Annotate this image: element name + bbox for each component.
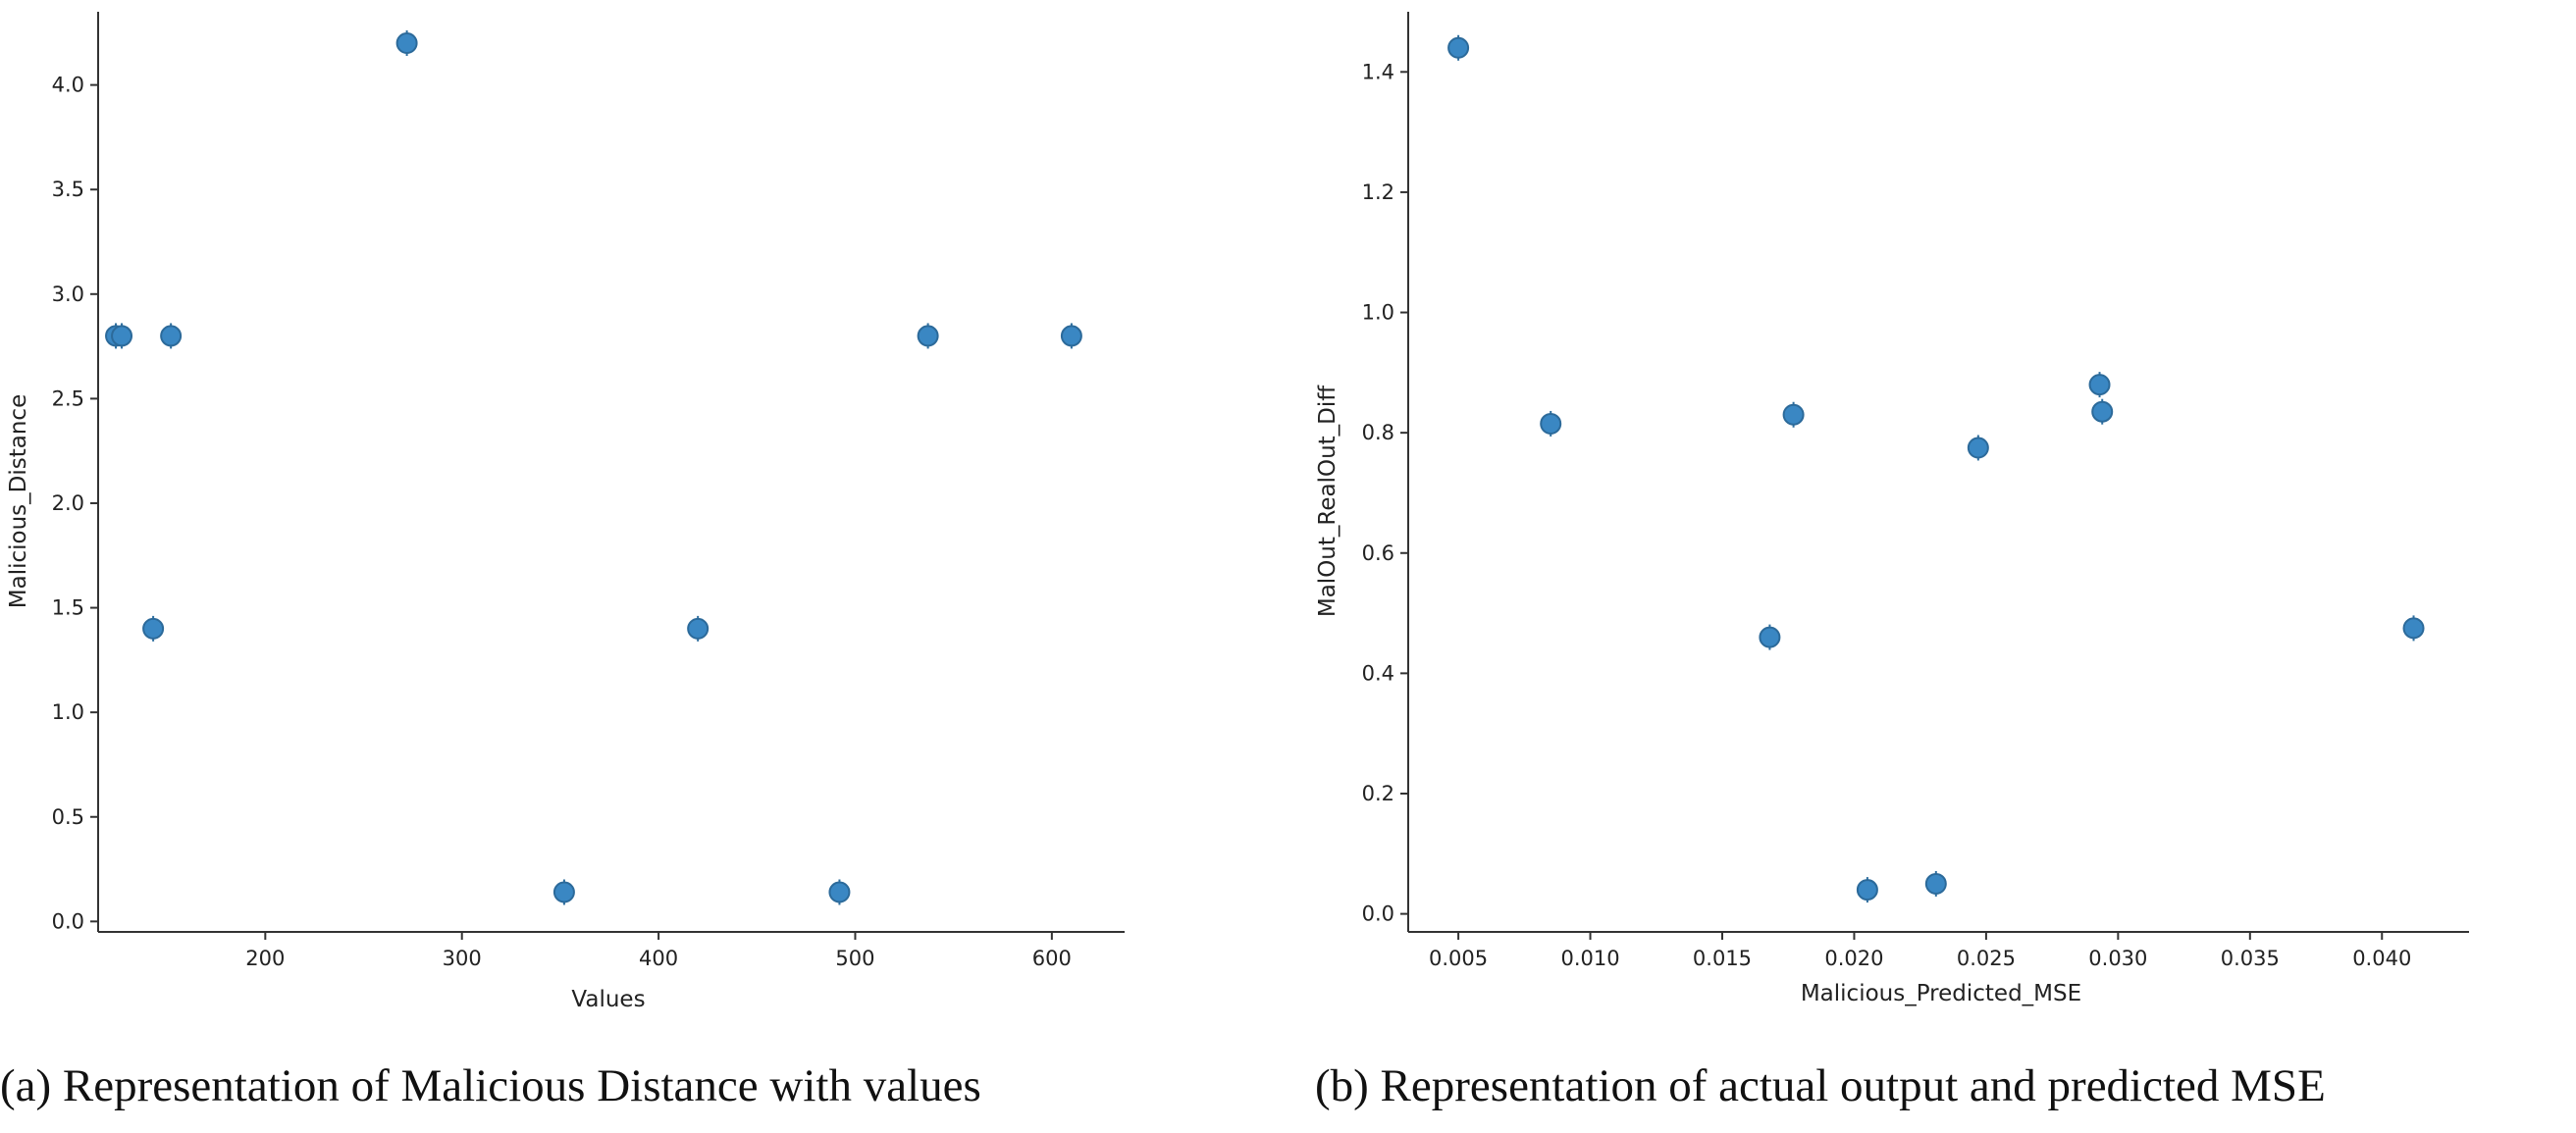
data-point: [1060, 325, 1082, 347]
x-tick-label: 0.030: [2088, 947, 2147, 970]
x-tick-label: 0.005: [1429, 947, 1488, 970]
x-tick-label: 300: [443, 947, 482, 970]
y-tick-label: 0.5: [52, 805, 84, 829]
data-point: [1540, 412, 1562, 435]
y-tick-label: 0.8: [1362, 421, 1394, 444]
y-tick-label: 2.0: [52, 491, 84, 515]
y-tick-label: 4.0: [52, 74, 84, 97]
x-tick-label: 600: [1032, 947, 1072, 970]
data-point: [1759, 626, 1781, 648]
y-tick-label: 1.0: [52, 700, 84, 724]
y-tick-label: 1.0: [1362, 301, 1394, 325]
x-tick-label: 0.015: [1693, 947, 1752, 970]
x-tick-label: 0.035: [2221, 947, 2280, 970]
y-tick-label: 1.5: [52, 596, 84, 620]
chart-a: 200 300 400 500 600 0.0 0.5 1.0 1.5 2.0 2.5 3.0 3.5 4…: [6, 12, 1125, 1012]
data-point: [2091, 400, 2114, 423]
x-tick-label: 500: [835, 947, 874, 970]
x-axis-title: Values: [571, 987, 645, 1012]
data-point: [2402, 617, 2425, 640]
x-tick-label: 0.025: [1957, 947, 2016, 970]
y-tick-label: 3.0: [52, 283, 84, 306]
data-point: [917, 325, 939, 347]
data-point: [1856, 879, 1878, 901]
y-axis-title: MalOut_RealOut_Diff: [1315, 385, 1341, 617]
data-point: [395, 31, 418, 54]
x-tick-label: 0.020: [1824, 947, 1883, 970]
y-tick-label: 0.0: [1362, 902, 1394, 926]
data-point: [1967, 437, 1989, 459]
x-tick-label: 0.040: [2352, 947, 2411, 970]
data-point: [142, 617, 165, 640]
y-tick-label: 0.6: [1362, 541, 1394, 565]
y-tick-label: 0.4: [1362, 661, 1394, 685]
data-point: [1782, 403, 1805, 426]
chart-b: 0.005 0.010 0.015 0.020 0.025 0.030 0.035 0.040…: [1315, 12, 2469, 1006]
data-point: [111, 325, 133, 347]
y-tick-label: 2.5: [52, 386, 84, 410]
y-tick-label: 3.5: [52, 178, 84, 201]
y-tick-label: 1.4: [1362, 60, 1394, 83]
y-tick-label: 1.2: [1362, 180, 1394, 204]
caption-a: (a) Representation of Malicious Distance…: [0, 1060, 981, 1111]
data-point: [160, 325, 183, 347]
y-tick-label: 0.2: [1362, 782, 1394, 805]
data-point: [1924, 872, 1947, 895]
x-tick-label: 200: [245, 947, 285, 970]
y-axis-title: Malicious_Distance: [6, 394, 31, 608]
data-point: [828, 881, 851, 903]
data-point: [687, 617, 710, 640]
data-point: [552, 881, 575, 903]
x-tick-label: 0.010: [1560, 947, 1619, 970]
x-tick-label: 400: [639, 947, 678, 970]
x-axis-title: Malicious_Predicted_MSE: [1801, 981, 2081, 1006]
data-point: [2088, 374, 2111, 396]
caption-b: (b) Representation of actual output and …: [1315, 1060, 2326, 1111]
y-tick-label: 0.0: [52, 909, 84, 933]
data-point: [1447, 36, 1470, 59]
